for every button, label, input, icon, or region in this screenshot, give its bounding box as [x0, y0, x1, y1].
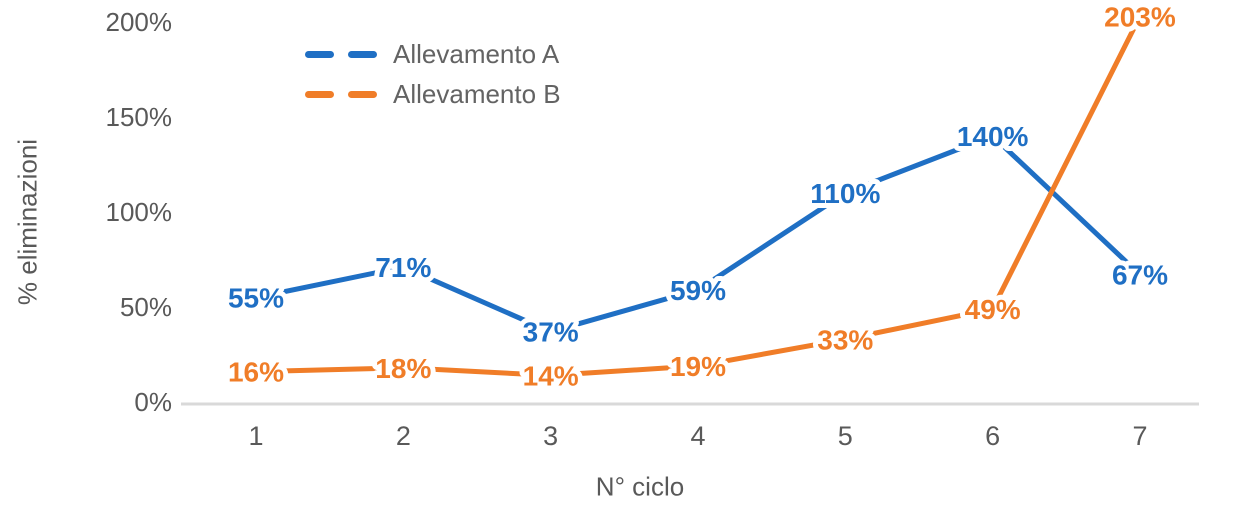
x-axis-title: N° ciclo [595, 471, 685, 502]
series-b-dash-icon [305, 91, 334, 98]
legend-item-allevamento-b: Allevamento B [305, 79, 561, 109]
data-label-allevamento-b: 33% [817, 324, 873, 355]
x-tick-label: 5 [838, 421, 853, 451]
series-a-dash-icon [305, 51, 334, 58]
data-label-allevamento-a: 55% [228, 283, 284, 314]
data-label-allevamento-a: 59% [670, 275, 726, 306]
series-line-allevamento-b [253, 13, 1143, 378]
data-label-allevamento-b: 18% [375, 353, 431, 384]
data-label-allevamento-b: 49% [965, 294, 1021, 325]
legend: Allevamento A Allevamento B [305, 39, 561, 109]
x-tick-label: 2 [396, 421, 411, 451]
data-label-allevamento-b: 14% [523, 360, 579, 391]
legend-label-series-b: Allevamento B [393, 79, 561, 109]
series-a-dash-icon [348, 51, 377, 58]
y-tick-label: 0% [134, 387, 172, 417]
series-line-allevamento-a [253, 133, 1143, 335]
y-tick-label: 50% [120, 292, 172, 322]
data-label-allevamento-b: 16% [228, 357, 284, 388]
y-tick-label: 100% [106, 197, 173, 227]
data-label-allevamento-a: 67% [1112, 260, 1168, 291]
data-label-allevamento-a: 37% [523, 317, 579, 348]
data-label-allevamento-a: 140% [957, 121, 1029, 152]
data-label-allevamento-a: 110% [810, 178, 880, 209]
legend-item-allevamento-a: Allevamento A [305, 39, 561, 69]
data-label-allevamento-a: 71% [375, 252, 431, 283]
y-axis-title: % eliminazioni [12, 138, 43, 306]
y-tick-label: 150% [106, 102, 173, 132]
x-tick-label: 7 [1132, 421, 1147, 451]
x-tick-label: 4 [690, 421, 705, 451]
legend-label-series-a: Allevamento A [393, 39, 560, 69]
x-tick-label: 6 [985, 421, 1000, 451]
x-tick-label: 3 [543, 421, 558, 451]
y-tick-label: 200% [106, 7, 173, 37]
data-label-allevamento-b: 19% [670, 351, 726, 382]
series-b-dash-icon [348, 91, 377, 98]
data-label-allevamento-b: 203% [1104, 1, 1176, 32]
x-tick-label: 1 [248, 421, 263, 451]
